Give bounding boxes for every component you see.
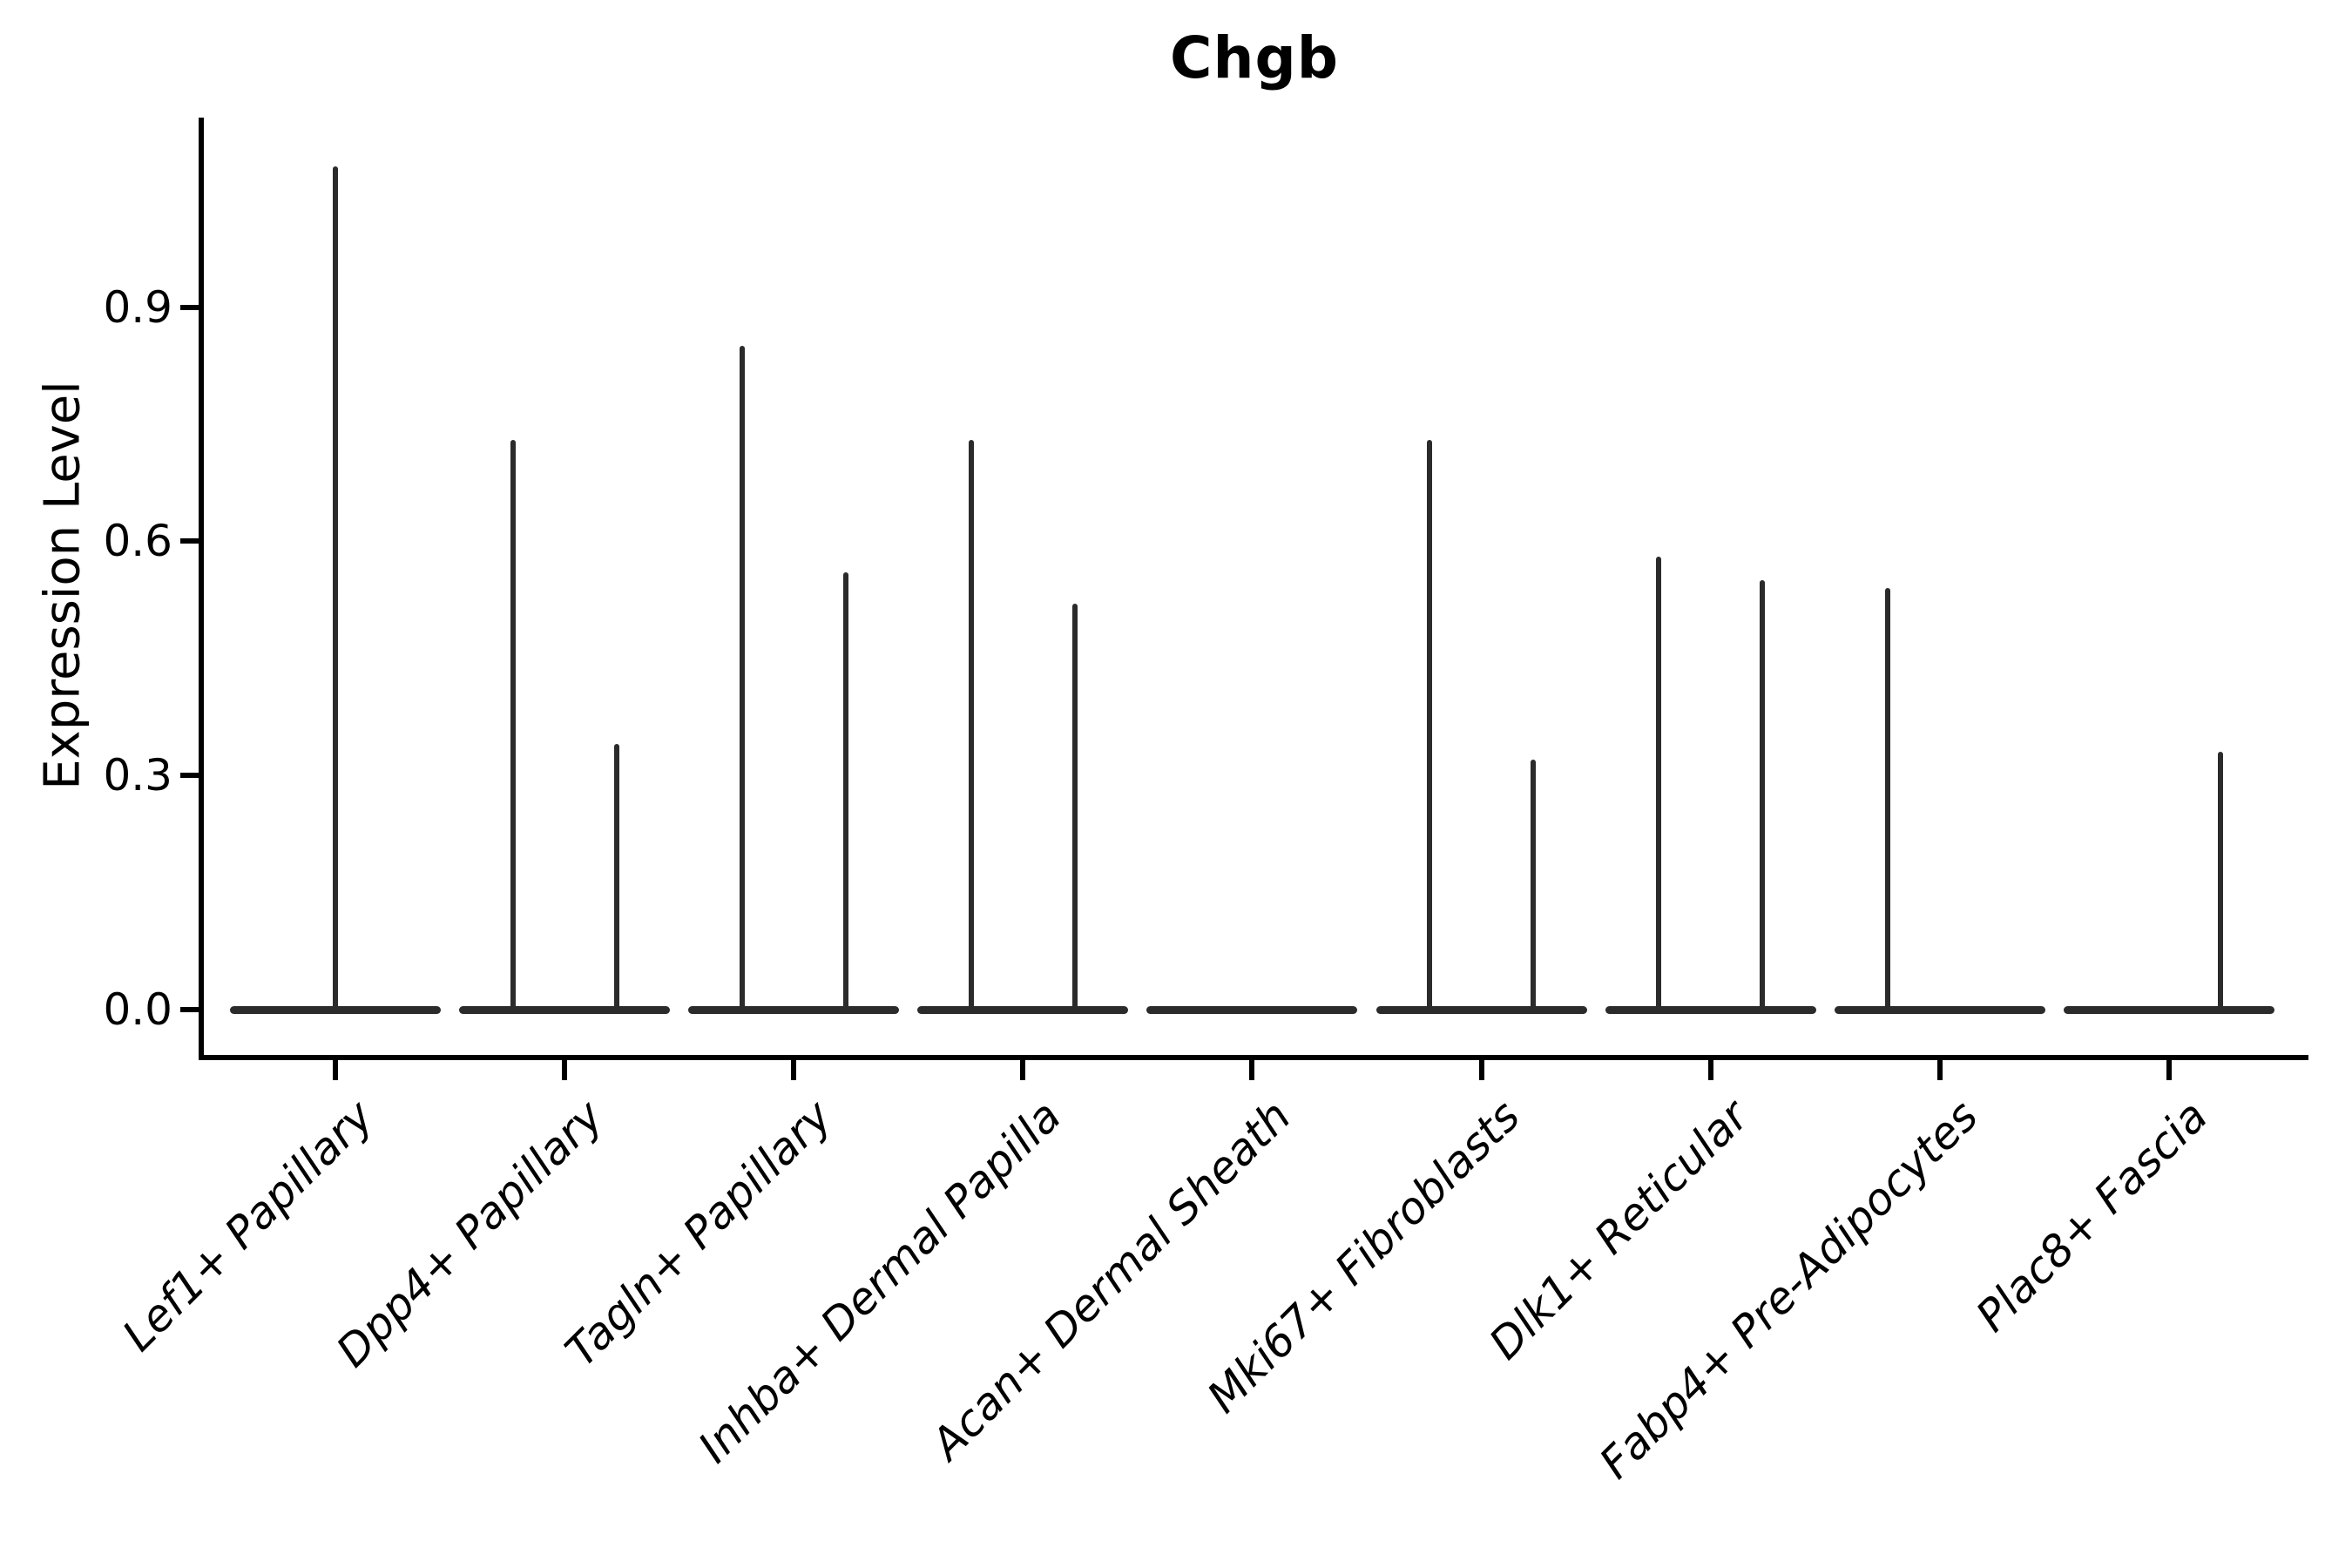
x-tick-label-text: Lef1+ Papillary [112,1091,384,1362]
violin-spike [1760,580,1766,1013]
y-tick-label: 0.3 [103,750,172,801]
x-tick-mark [562,1060,568,1080]
violin-spike [1531,760,1536,1013]
x-axis-spine [199,1055,2308,1060]
violin-baseline [1375,1006,1587,1014]
violin-baseline [2063,1006,2274,1014]
x-tick-label-text: Fabp4+ Pre-Adipocytes [1590,1091,1988,1489]
violin-spike [1885,588,1891,1013]
violin-baseline [1834,1006,2045,1014]
x-tick-mark [1936,1060,1943,1080]
violin-spike [1427,439,1432,1013]
x-tick-mark [1249,1060,1255,1080]
x-tick-label-text: Plac8+ Fascia [1965,1091,2217,1342]
x-tick-mark [1707,1060,1713,1080]
x-tick-mark [333,1060,338,1080]
violin-spike [1071,604,1078,1013]
y-tick-label: 0.9 [103,281,172,333]
violin-spike [613,744,619,1013]
y-axis-spine [199,118,204,1060]
y-axis-label: Expression Level [34,381,91,790]
x-tick-mark [2166,1060,2172,1080]
violin-baseline [459,1006,671,1014]
violin-baseline [1146,1006,1358,1014]
violin-baseline [1605,1006,1816,1014]
chart-title: Chgb [1170,24,1339,91]
x-tick-label-text: Inhba+ Dermal Papilla [688,1091,1071,1473]
y-tick-label: 0.0 [103,984,172,1035]
violin-spike [333,166,338,1013]
violin-spike [968,439,974,1013]
y-tick-mark [180,304,199,310]
violin-spike [842,572,848,1013]
x-tick-mark [1020,1060,1026,1080]
y-tick-mark [180,538,199,544]
violin-baseline [688,1006,900,1014]
x-tick-mark [1478,1060,1484,1080]
violin-baseline [917,1006,1129,1014]
x-tick-mark [791,1060,797,1080]
violin-spike [2218,752,2224,1013]
y-tick-label: 0.6 [103,516,172,567]
violin-spike [510,439,516,1013]
y-tick-mark [180,1007,199,1012]
violin-spike [1656,557,1662,1013]
y-tick-mark [180,773,199,779]
violin-spike [739,346,745,1013]
